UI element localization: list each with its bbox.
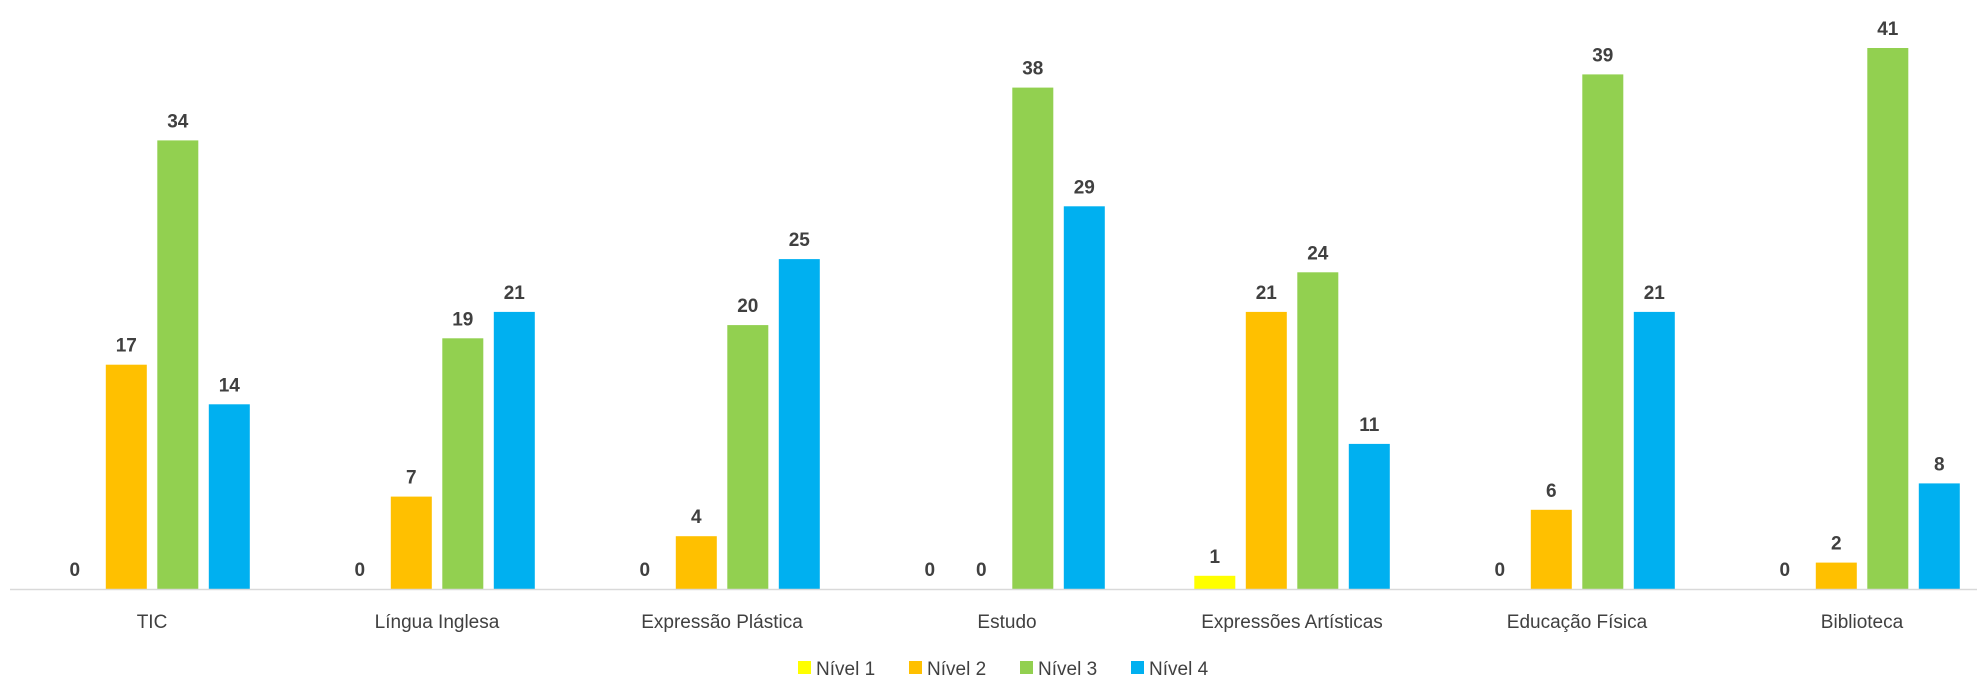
data-label: 0	[1495, 560, 1506, 581]
category-label: Estudo	[977, 612, 1036, 633]
bar-2-5	[1530, 509, 1572, 589]
bar-2-0	[105, 364, 147, 589]
data-label: 7	[406, 468, 417, 489]
data-label: 6	[1546, 481, 1557, 502]
category-label: Expressão Plástica	[641, 612, 803, 633]
legend-label: Nível 2	[927, 659, 986, 680]
category-labels-group: TIC Língua Inglesa Expressão Plástica Estud…	[137, 612, 1904, 633]
data-label: 8	[1934, 454, 1945, 475]
bar-4-3	[1063, 206, 1105, 590]
data-label: 14	[219, 375, 241, 396]
data-label: 24	[1307, 243, 1329, 264]
data-label: 4	[691, 507, 702, 528]
data-label: 34	[167, 111, 189, 132]
data-label: 17	[116, 336, 137, 357]
bar-2-4	[1245, 311, 1287, 589]
legend-label: Nível 3	[1038, 659, 1097, 680]
bars-group	[105, 48, 1960, 590]
data-label: 0	[1780, 560, 1791, 581]
legend-swatch	[1020, 661, 1033, 674]
data-label: 19	[452, 309, 473, 330]
data-label: 0	[976, 560, 987, 581]
data-label: 21	[1644, 283, 1666, 304]
category-label: Expressões Artísticas	[1201, 612, 1383, 633]
legend: Nível 1 Nível 2 Nível 3 Nível 4	[798, 659, 1209, 680]
data-label: 25	[789, 230, 811, 251]
bar-3-3	[1012, 87, 1054, 589]
data-label: 0	[70, 560, 81, 581]
bar-3-0	[157, 140, 199, 589]
data-labels-group: 0 17 34 14 0 7 19 21 0 4 20 25 0 0 38 29 1 21 24 11 0 6 39 21 0 2…	[70, 19, 1945, 581]
data-label: 29	[1074, 177, 1095, 198]
bar-4-4	[1348, 443, 1390, 589]
data-label: 41	[1877, 19, 1899, 40]
legend-label: Nível 1	[816, 659, 875, 680]
data-label: 2	[1831, 534, 1842, 555]
category-label: Língua Inglesa	[375, 612, 500, 633]
bar-3-5	[1582, 74, 1624, 589]
bar-2-2	[675, 536, 717, 589]
data-label: 38	[1022, 59, 1043, 80]
legend-swatch	[909, 661, 922, 674]
data-label: 0	[925, 560, 936, 581]
data-label: 0	[640, 560, 651, 581]
category-label: Educação Física	[1507, 612, 1648, 633]
data-label: 39	[1592, 45, 1613, 66]
bar-4-6	[1918, 483, 1960, 589]
bar-3-6	[1867, 48, 1909, 589]
data-label: 1	[1210, 547, 1221, 568]
data-label: 20	[737, 296, 758, 317]
legend-label: Nível 4	[1149, 659, 1209, 680]
category-label: Biblioteca	[1821, 612, 1904, 633]
data-label: 21	[1256, 283, 1278, 304]
legend-swatch	[1131, 661, 1144, 674]
bar-3-4	[1297, 272, 1339, 589]
bar-4-2	[778, 259, 820, 589]
bar-4-0	[208, 404, 250, 589]
bar-4-1	[493, 311, 535, 589]
category-label: TIC	[137, 612, 168, 633]
data-label: 0	[355, 560, 366, 581]
bar-3-1	[442, 338, 484, 589]
bar-1-4	[1194, 575, 1236, 589]
bar-3-2	[727, 325, 769, 589]
bar-2-6	[1815, 562, 1857, 589]
legend-swatch	[798, 661, 811, 674]
bar-4-5	[1633, 311, 1675, 589]
bar-2-1	[390, 496, 432, 589]
data-label: 21	[504, 283, 526, 304]
data-label: 11	[1359, 415, 1380, 436]
